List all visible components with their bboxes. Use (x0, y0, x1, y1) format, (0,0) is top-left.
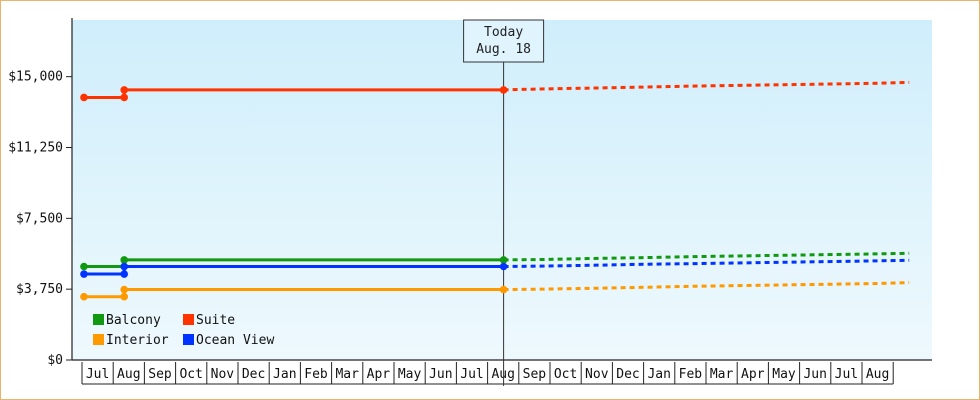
legend-swatch (183, 334, 194, 345)
legend-label: Balcony (106, 313, 161, 328)
data-point (499, 285, 508, 294)
series-interior (80, 281, 910, 301)
x-tick-label: Sep (148, 367, 172, 382)
legend-label: Interior (106, 333, 169, 348)
y-tick-label: $11,250 (8, 141, 63, 156)
data-point (120, 256, 129, 264)
data-point (120, 262, 129, 271)
series-lines (80, 80, 910, 301)
x-axis: Jul Aug Sep Oct Nov Dec Jan Feb Mar Apr May Jun Jul A… (72, 359, 932, 385)
today-label: Aug. 18 (476, 42, 531, 57)
legend-swatch (93, 334, 104, 345)
series-forecast-line (503, 80, 910, 92)
x-tick-label: Oct (554, 367, 577, 382)
data-point (80, 93, 88, 102)
x-tick-label: May (772, 367, 796, 382)
x-tick-label: Feb (304, 367, 328, 382)
legend-swatch (93, 314, 104, 325)
x-tick-label: Jun (803, 367, 826, 382)
x-tick-label: Mar (710, 367, 734, 382)
x-tick-label: Feb (679, 367, 703, 382)
plot-area (72, 20, 932, 360)
series-forecast-line (503, 251, 910, 262)
x-tick-label: Jun (429, 367, 452, 382)
data-point (499, 256, 508, 264)
x-tick-label: Aug (117, 367, 140, 382)
data-point (120, 285, 129, 294)
data-point (120, 93, 129, 102)
y-tick-label: $15,000 (8, 70, 63, 85)
data-point (120, 292, 129, 301)
legend: Balcony Suite Interior Ocean View (93, 313, 274, 348)
data-point (120, 86, 129, 94)
x-tick-label: Dec (616, 367, 639, 382)
today-box (463, 19, 545, 63)
data-point (499, 262, 508, 271)
x-tick-label: Sep (523, 367, 547, 382)
x-tick-label: Apr (741, 367, 765, 382)
series-forecast-line (503, 281, 910, 292)
today-label: Today (484, 25, 523, 40)
x-tick-label: Aug (866, 367, 889, 382)
x-tick-label: Dec (242, 367, 265, 382)
x-tick-label: Jul (460, 367, 483, 382)
series-forecast-line (503, 258, 910, 268)
x-tick-label: Jan (273, 367, 296, 382)
x-tick-label: Nov (211, 367, 235, 382)
y-axis: $0 $3,750 $7,500 $11,250 $15,000 (8, 18, 73, 368)
x-tick-label: Nov (585, 367, 609, 382)
x-tick-label: Mar (335, 367, 359, 382)
data-point (80, 270, 88, 278)
x-tick-label: Jan (647, 367, 670, 382)
legend-swatch (183, 314, 194, 325)
series-suite (80, 80, 910, 102)
data-point (499, 86, 508, 94)
x-tick-label: Apr (367, 367, 391, 382)
data-point (120, 270, 129, 278)
series-ocean-view (80, 258, 910, 278)
x-tick-label: Jul (835, 367, 858, 382)
data-point (80, 292, 88, 301)
data-point (80, 262, 88, 271)
x-tick-label: May (398, 367, 422, 382)
today-marker: Today Aug. 18 (463, 19, 545, 386)
legend-label: Ocean View (196, 333, 274, 348)
y-tick-label: $0 (47, 353, 63, 368)
legend-label: Suite (196, 313, 235, 328)
y-tick-label: $7,500 (16, 211, 63, 226)
x-tick-label: Jul (86, 367, 109, 382)
y-tick-label: $3,750 (16, 282, 63, 297)
x-tick-label: Oct (179, 367, 202, 382)
